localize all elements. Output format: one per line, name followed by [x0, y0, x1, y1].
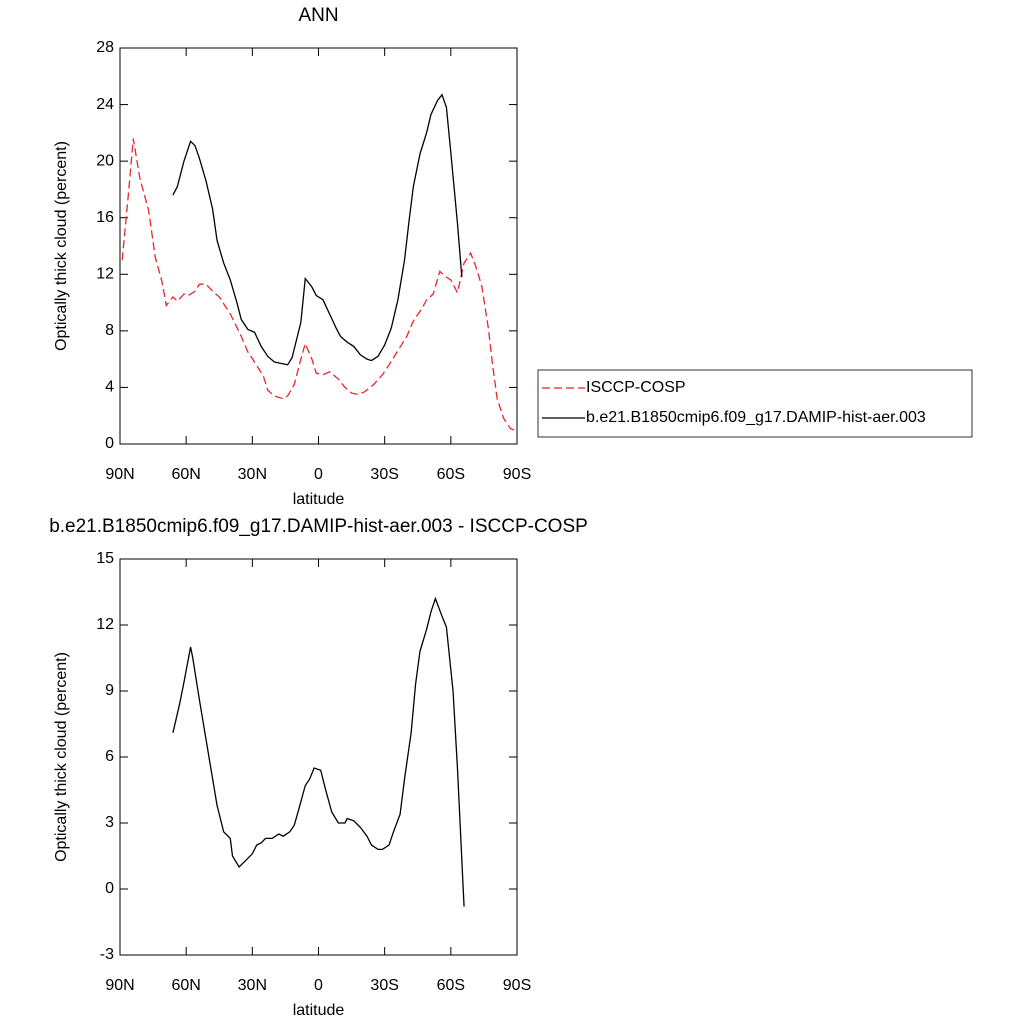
y-tick-label: 8	[105, 322, 114, 339]
x-tick-label: 60S	[437, 466, 465, 483]
y-tick-label: -3	[100, 946, 114, 963]
line-series	[121, 138, 518, 432]
legend-label: ISCCP-COSP	[586, 379, 686, 396]
y-tick-label: 6	[105, 748, 114, 765]
x-tick-label: 30S	[370, 466, 398, 483]
y-tick-label: 28	[96, 39, 114, 56]
x-axis-label: latitude	[293, 491, 345, 508]
x-tick-label: 30N	[238, 977, 267, 994]
x-tick-label: 90S	[503, 466, 531, 483]
x-tick-label: 60N	[171, 466, 200, 483]
y-axis-label: Optically thick cloud (percent)	[53, 652, 70, 862]
y-tick-label: 24	[96, 96, 114, 113]
x-tick-label: 30S	[370, 977, 398, 994]
y-tick-label: 15	[96, 550, 114, 567]
y-tick-label: 0	[105, 435, 114, 452]
x-tick-label: 90S	[503, 977, 531, 994]
legend-box	[537, 369, 973, 438]
x-tick-label: 90N	[105, 977, 134, 994]
chart-title: ANN	[298, 5, 338, 26]
y-tick-label: 0	[105, 880, 114, 897]
y-tick-label: 9	[105, 682, 114, 699]
x-axis-label: latitude	[293, 1002, 345, 1019]
x-tick-label: 30N	[238, 466, 267, 483]
plot-frame	[119, 47, 518, 445]
y-axis-label: Optically thick cloud (percent)	[53, 141, 70, 351]
y-tick-label: 12	[96, 616, 114, 633]
x-tick-label: 60S	[437, 977, 465, 994]
y-tick-label: 16	[96, 209, 114, 226]
legend-label: b.e21.B1850cmip6.f09_g17.DAMIP-hist-aer.…	[586, 409, 926, 426]
y-tick-label: 4	[105, 379, 114, 396]
y-tick-label: 3	[105, 814, 114, 831]
x-tick-label: 0	[314, 977, 323, 994]
y-tick-label: 20	[96, 152, 114, 169]
line-series	[172, 93, 463, 366]
y-tick-label: 12	[96, 266, 114, 283]
x-tick-label: 60N	[171, 977, 200, 994]
line-series	[172, 596, 465, 907]
x-tick-label: 0	[314, 466, 323, 483]
x-tick-label: 90N	[105, 466, 134, 483]
chart-title: b.e21.B1850cmip6.f09_g17.DAMIP-hist-aer.…	[49, 516, 588, 537]
